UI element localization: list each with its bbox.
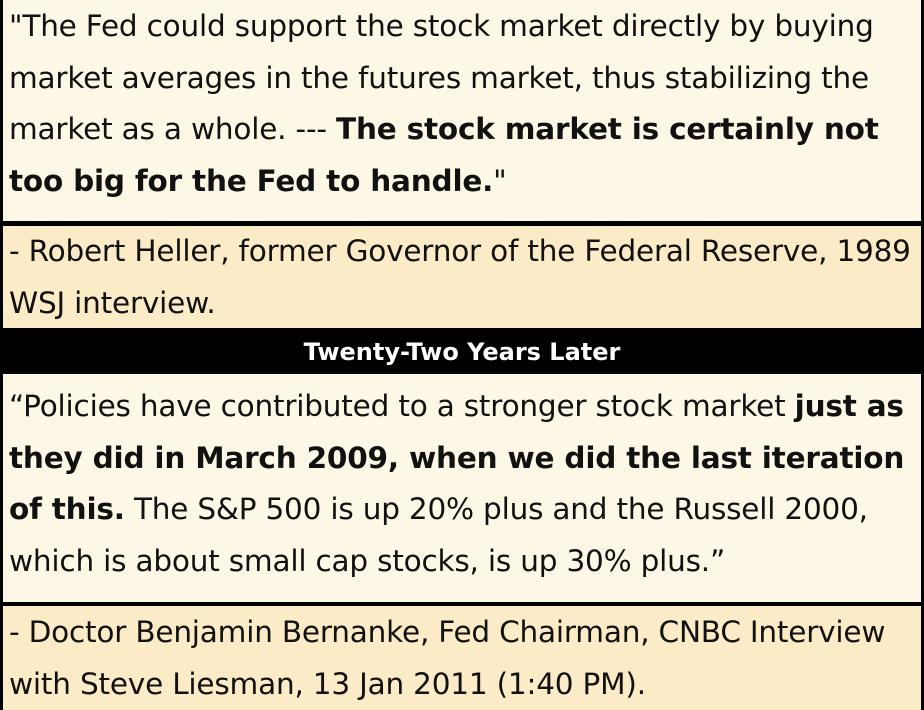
attribution-heller: - Robert Heller, former Governor of the …: [0, 226, 924, 328]
quote-heller-text: "The Fed could support the stock market …: [9, 9, 874, 146]
quote-heller-close: ": [493, 163, 507, 198]
quote-bernanke-rest: The S&P 500 is up 20% plus and the Russe…: [9, 492, 868, 578]
quote-bernanke: “Policies have contributed to a stronger…: [0, 374, 924, 602]
quote-heller: "The Fed could support the stock market …: [0, 0, 924, 221]
attribution-heller-text: - Robert Heller, former Governor of the …: [9, 234, 911, 320]
attribution-bernanke-text: - Doctor Benjamin Bernanke, Fed Chairman…: [9, 615, 886, 701]
section-banner: Twenty-Two Years Later: [0, 328, 924, 374]
quote-bernanke-text: “Policies have contributed to a stronger…: [9, 389, 795, 423]
attribution-bernanke: - Doctor Benjamin Bernanke, Fed Chairman…: [0, 606, 924, 710]
quote-heller-emphasis: The stock market is certainly not too bi…: [9, 112, 879, 198]
quote-bernanke-emphasis: just as they did in March 2009, when we …: [9, 389, 905, 526]
